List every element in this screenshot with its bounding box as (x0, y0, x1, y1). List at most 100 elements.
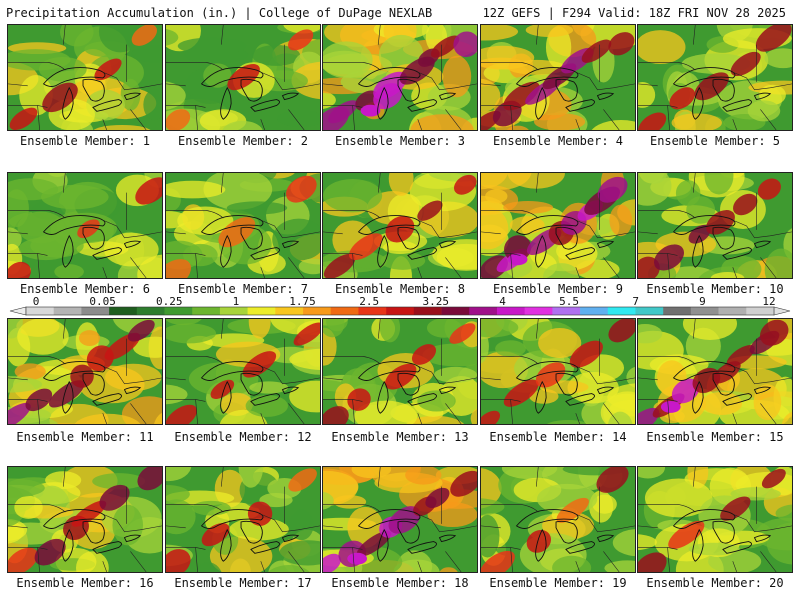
lake-outline (281, 386, 300, 395)
lake-outline (62, 234, 74, 268)
ensemble-panel-5 (637, 24, 793, 131)
state-border (8, 355, 66, 365)
lake-outline (82, 78, 105, 102)
lake-outline (753, 240, 772, 249)
colorbar-tick-label: 0 (33, 296, 40, 308)
lake-outline (565, 541, 595, 554)
state-border (8, 231, 28, 235)
state-border (481, 209, 539, 219)
lake-outline (42, 215, 106, 235)
state-border (62, 25, 66, 45)
state-border (352, 399, 355, 424)
ensemble-member-label: Ensemble Member: 6 (19, 282, 151, 296)
colorbar-swatch (219, 307, 248, 315)
precip-map (8, 319, 162, 424)
state-border (638, 231, 658, 235)
state-border (481, 525, 501, 529)
state-border (575, 413, 580, 424)
lake-outline (722, 247, 752, 260)
state-border (8, 105, 48, 108)
lake-outline (200, 509, 264, 529)
state-border (323, 231, 343, 235)
state-border (8, 503, 66, 513)
state-border (732, 267, 737, 278)
state-border (166, 231, 186, 235)
state-border (377, 467, 381, 487)
state-border (102, 71, 162, 91)
colorbar-tick-label: 1 (233, 296, 240, 308)
state-border (575, 119, 580, 130)
state-border (260, 413, 265, 424)
state-border (481, 547, 521, 550)
state-border (445, 551, 462, 572)
state-border (323, 525, 343, 529)
colorbar-min-arrow (9, 306, 27, 316)
state-border (102, 365, 162, 385)
lake-outline (565, 99, 595, 112)
ensemble-panel-12 (165, 318, 321, 425)
lake-outline (535, 86, 547, 120)
state-border (638, 503, 696, 513)
colorbar-swatch (109, 307, 138, 315)
lake-outline (123, 534, 142, 543)
ensemble-panel-8 (322, 172, 478, 279)
ensemble-member-label: Ensemble Member: 20 (646, 576, 784, 590)
state-border (8, 209, 66, 219)
colorbar-tick-label: 7 (632, 296, 639, 308)
state-border (417, 513, 477, 533)
state-border (352, 547, 355, 572)
ensemble-member-label: Ensemble Member: 16 (16, 576, 154, 590)
state-border (760, 257, 777, 278)
colorbar-swatch (192, 307, 221, 315)
state-border (732, 71, 792, 91)
precip-map (638, 319, 792, 424)
lake-outline (753, 386, 772, 395)
lake-outline (672, 509, 736, 529)
lake-outline (123, 386, 142, 395)
lake-outline (596, 534, 615, 543)
ensemble-panel-20 (637, 466, 793, 573)
state-border (603, 551, 620, 572)
lake-outline (438, 240, 457, 249)
ensemble-panel-11 (7, 318, 163, 425)
lake-outline (82, 372, 105, 396)
lake-outline (722, 99, 752, 112)
lake-outline (250, 247, 280, 260)
state-border (62, 467, 66, 487)
map-title: Precipitation Accumulation (in.) | Colle… (6, 6, 433, 20)
lake-outline (62, 380, 74, 414)
lake-outline (407, 393, 437, 406)
state-border (481, 503, 539, 513)
ensemble-member-label: Ensemble Member: 17 (174, 576, 312, 590)
lake-outline (565, 247, 595, 260)
lake-outline (377, 380, 389, 414)
state-border (760, 109, 777, 130)
lake-outline (281, 240, 300, 249)
state-border (445, 403, 462, 424)
lake-outline (123, 92, 142, 101)
colorbar-swatch (358, 307, 387, 315)
state-border (760, 403, 777, 424)
state-border (8, 525, 28, 529)
state-border (8, 253, 48, 256)
state-border (166, 399, 206, 402)
state-border (323, 83, 343, 87)
ensemble-member-label: Ensemble Member: 8 (334, 282, 466, 296)
state-border (166, 525, 186, 529)
lake-outline (672, 67, 736, 87)
colorbar-swatch (441, 307, 470, 315)
state-border (130, 403, 147, 424)
state-border (638, 547, 678, 550)
state-border (732, 513, 792, 533)
state-border (37, 253, 40, 278)
state-border (37, 399, 40, 424)
lake-outline (377, 234, 389, 268)
lake-outline (407, 541, 437, 554)
lake-outline (281, 534, 300, 543)
state-border (323, 209, 381, 219)
lake-outline (672, 215, 736, 235)
state-border (535, 467, 539, 487)
colorbar-swatch (81, 307, 110, 315)
state-border (481, 377, 501, 381)
colorbar-tick-label: 0.25 (156, 296, 183, 308)
